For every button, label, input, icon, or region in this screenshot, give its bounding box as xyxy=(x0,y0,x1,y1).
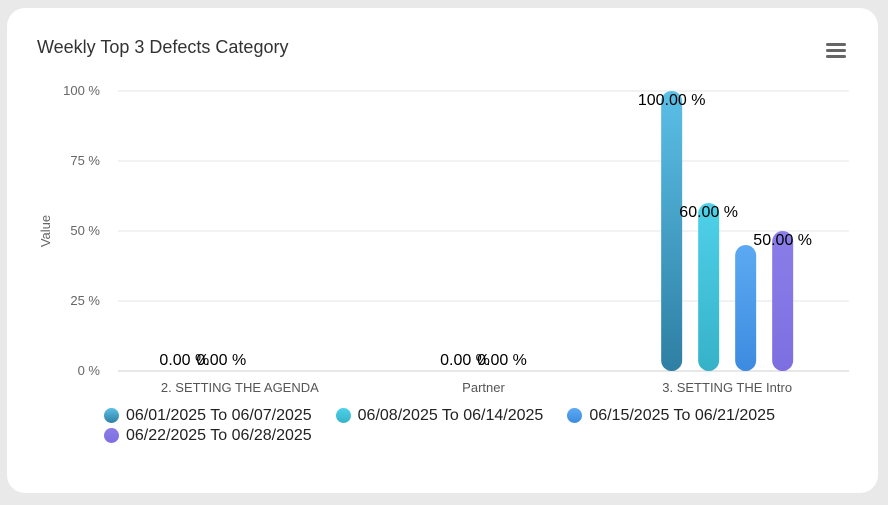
y-tick-label: 0 % xyxy=(78,363,101,378)
x-tick-label: 3. SETTING THE Intro xyxy=(662,380,792,395)
legend-label: 06/08/2025 To 06/14/2025 xyxy=(357,407,544,424)
x-tick-label: Partner xyxy=(462,380,505,395)
legend-label: 06/15/2025 To 06/21/2025 xyxy=(589,407,775,424)
y-tick-label: 100 % xyxy=(63,83,100,98)
chart-card: Weekly Top 3 Defects Category xyxy=(7,8,878,493)
legend-marker-icon xyxy=(104,408,119,423)
legend-label: 06/22/2025 To 06/28/2025 xyxy=(126,427,312,444)
legend-item[interactable]: 06/15/2025 To 06/21/2025 xyxy=(567,406,775,425)
bar[interactable] xyxy=(661,91,683,371)
data-label: 60.00 % xyxy=(679,204,738,221)
hamburger-menu-icon[interactable] xyxy=(826,43,846,60)
legend-label: 06/01/2025 To 06/07/2025 xyxy=(126,407,312,424)
y-tick-label: 25 % xyxy=(70,293,100,308)
x-tick-label: 2. SETTING THE AGENDA xyxy=(161,380,319,395)
data-label: 0.00 % xyxy=(477,352,527,369)
y-tick-label: 75 % xyxy=(70,153,100,168)
y-axis-label: Value xyxy=(38,215,53,247)
bar[interactable] xyxy=(698,203,720,371)
chart-legend: 06/01/2025 To 06/07/2025 06/08/2025 To 06… xyxy=(104,406,804,445)
data-label: 0.00 % xyxy=(440,352,490,369)
legend-marker-icon xyxy=(104,428,119,443)
data-label: 0.00 % xyxy=(196,352,246,369)
bar[interactable] xyxy=(735,245,757,371)
legend-marker-icon xyxy=(567,408,583,423)
data-label: 100.00 % xyxy=(638,92,706,109)
data-label: 0.00 % xyxy=(159,352,209,369)
legend-item[interactable]: 06/08/2025 To 06/14/2025 xyxy=(335,406,544,425)
legend-item[interactable]: 06/01/2025 To 06/07/2025 xyxy=(104,406,312,425)
legend-marker-icon xyxy=(335,408,351,423)
data-label: 50.00 % xyxy=(753,232,812,249)
y-tick-label: 50 % xyxy=(70,223,100,238)
chart-title: Weekly Top 3 Defects Category xyxy=(37,37,289,57)
legend-item[interactable]: 06/22/2025 To 06/28/2025 xyxy=(104,426,312,445)
bar[interactable] xyxy=(772,231,794,371)
